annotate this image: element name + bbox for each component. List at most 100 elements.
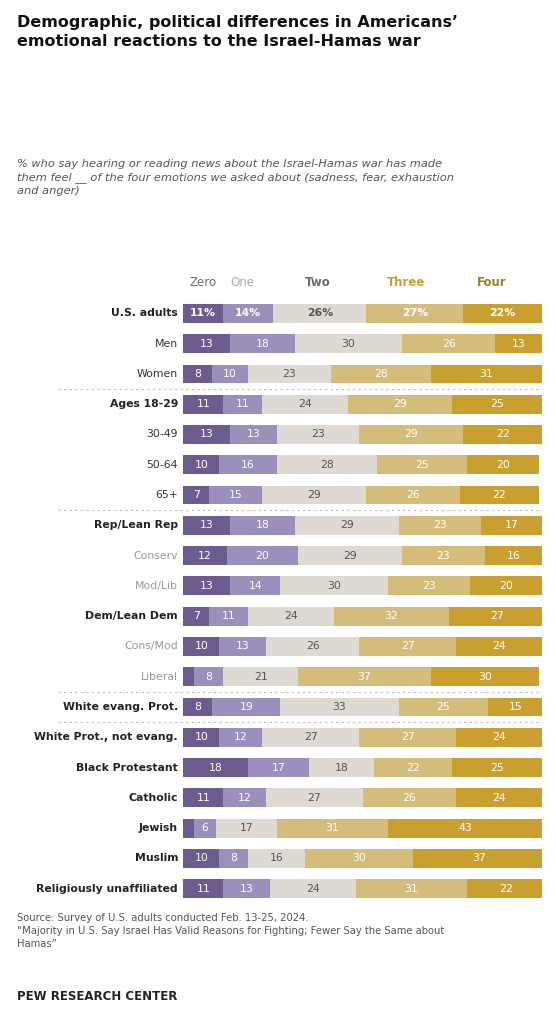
Text: 27: 27 — [490, 611, 504, 621]
Bar — [212, 364, 248, 384]
Bar — [183, 667, 194, 686]
Text: 22%: 22% — [489, 308, 516, 318]
Bar — [273, 304, 366, 322]
Bar — [183, 395, 223, 413]
Text: Muslim: Muslim — [135, 853, 178, 863]
Bar — [223, 304, 273, 322]
Text: 26: 26 — [306, 641, 320, 652]
Text: 27: 27 — [401, 641, 414, 652]
Bar — [266, 637, 359, 656]
Bar — [223, 395, 262, 413]
Text: 12: 12 — [198, 550, 212, 561]
Text: 33: 33 — [332, 702, 346, 712]
Bar — [183, 304, 223, 322]
Text: 50-64: 50-64 — [147, 459, 178, 470]
Text: 29: 29 — [340, 521, 354, 530]
Text: 13: 13 — [200, 339, 214, 349]
Text: Jewish: Jewish — [139, 824, 178, 833]
Text: 18: 18 — [256, 339, 269, 349]
Bar — [194, 818, 216, 838]
Text: 11: 11 — [221, 611, 235, 621]
Bar — [219, 849, 248, 868]
Text: 7: 7 — [192, 490, 200, 500]
Bar — [363, 789, 456, 807]
Bar — [248, 849, 305, 868]
Text: 37: 37 — [473, 853, 486, 863]
Bar — [226, 546, 298, 565]
Bar — [431, 364, 542, 384]
Bar — [230, 426, 277, 444]
Text: 25: 25 — [490, 399, 504, 409]
Text: Two: Two — [305, 276, 331, 290]
Bar — [183, 880, 223, 898]
Text: 37: 37 — [358, 672, 371, 681]
Bar — [230, 577, 280, 595]
Bar — [280, 577, 388, 595]
Bar — [359, 426, 463, 444]
Text: 16: 16 — [270, 853, 284, 863]
Text: 24: 24 — [492, 641, 506, 652]
Text: 21: 21 — [254, 672, 267, 681]
Text: 30: 30 — [341, 339, 355, 349]
Text: 16: 16 — [241, 459, 255, 470]
Text: 20: 20 — [255, 550, 269, 561]
Bar — [208, 486, 262, 504]
Text: 25: 25 — [436, 702, 450, 712]
Text: 28: 28 — [320, 459, 334, 470]
Bar — [456, 789, 542, 807]
Text: 26: 26 — [442, 339, 456, 349]
Text: 12: 12 — [234, 732, 248, 743]
Text: 24: 24 — [306, 884, 320, 894]
Bar — [488, 698, 542, 716]
Text: 20: 20 — [496, 459, 510, 470]
Text: 8: 8 — [195, 702, 201, 712]
Bar — [183, 758, 248, 776]
Bar — [183, 486, 208, 504]
Bar — [470, 577, 542, 595]
Bar — [467, 880, 545, 898]
Text: 13: 13 — [240, 884, 253, 894]
Text: 10: 10 — [195, 641, 208, 652]
Bar — [248, 758, 309, 776]
Text: 23: 23 — [311, 430, 325, 440]
Text: 28: 28 — [374, 369, 388, 379]
Text: 13: 13 — [200, 521, 214, 530]
Bar — [377, 455, 467, 474]
Text: 26: 26 — [406, 490, 420, 500]
Bar — [277, 818, 388, 838]
Text: 29: 29 — [307, 490, 321, 500]
Text: 30: 30 — [327, 581, 341, 591]
Bar — [453, 758, 542, 776]
Text: 22: 22 — [496, 430, 509, 440]
Text: 10: 10 — [223, 369, 237, 379]
Text: 18: 18 — [256, 521, 269, 530]
Text: 18: 18 — [334, 762, 348, 772]
Bar — [230, 516, 295, 535]
Text: 17: 17 — [505, 521, 519, 530]
Bar — [183, 577, 230, 595]
Text: 30-49: 30-49 — [147, 430, 178, 440]
Bar — [295, 516, 399, 535]
Text: 18: 18 — [209, 762, 222, 772]
Text: 27%: 27% — [401, 308, 428, 318]
Bar — [388, 577, 470, 595]
Bar — [216, 818, 277, 838]
Text: 43: 43 — [458, 824, 472, 833]
Bar — [467, 455, 539, 474]
Bar — [359, 728, 456, 747]
Text: 15: 15 — [229, 490, 242, 500]
Text: 13: 13 — [200, 430, 214, 440]
Text: 19: 19 — [240, 702, 253, 712]
Bar — [456, 728, 542, 747]
Text: 32: 32 — [385, 611, 398, 621]
Text: Demographic, political differences in Americans’
emotional reactions to the Isra: Demographic, political differences in Am… — [17, 15, 458, 49]
Bar — [402, 546, 485, 565]
Bar — [183, 698, 212, 716]
Bar — [270, 880, 356, 898]
Text: 13: 13 — [236, 641, 250, 652]
Bar — [463, 426, 542, 444]
Text: 25: 25 — [415, 459, 429, 470]
Bar — [334, 607, 449, 625]
Text: 17: 17 — [240, 824, 253, 833]
Text: One: One — [231, 276, 255, 290]
